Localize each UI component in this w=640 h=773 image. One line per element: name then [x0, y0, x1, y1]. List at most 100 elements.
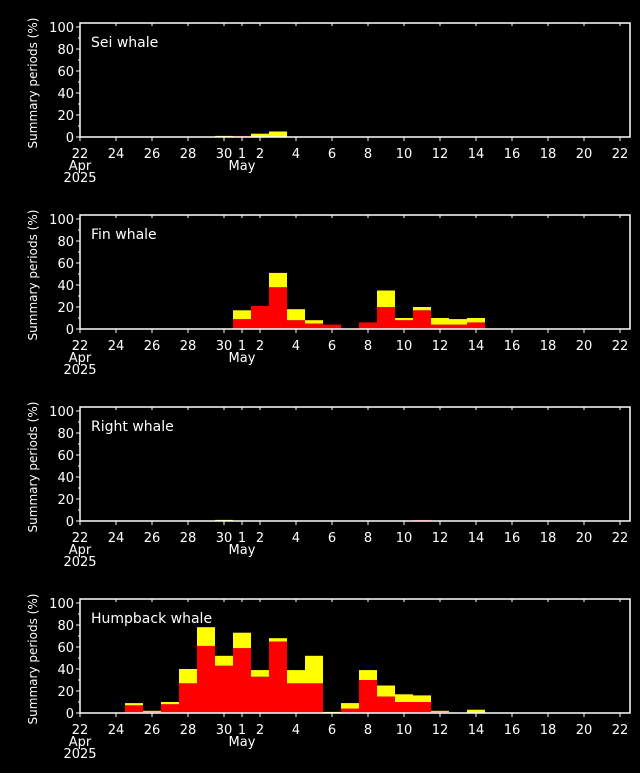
y-tick-label: 60 [57, 449, 74, 464]
x-tick-label: 12 [432, 531, 449, 546]
bar-red [431, 324, 449, 329]
y-tick-label: 80 [57, 235, 74, 250]
x-tick-label: 30 [216, 147, 233, 162]
x-tick-label: 2 [256, 723, 264, 738]
x-tick-label: 14 [468, 723, 485, 738]
y-tick-label: 0 [66, 323, 74, 338]
bar-red [413, 702, 431, 713]
y-tick-label: 40 [57, 663, 74, 678]
panel-title: Sei whale [91, 35, 158, 51]
x-tick-label: 16 [504, 339, 521, 354]
y-tick-label: 0 [66, 515, 74, 530]
x-tick-label: 10 [396, 339, 413, 354]
bar-yellow [341, 703, 359, 709]
y-tick-label: 100 [49, 405, 74, 420]
plot-frame [79, 22, 631, 138]
x-tick-label: 22 [72, 531, 89, 546]
bar-red [251, 305, 269, 329]
bar-yellow [305, 655, 323, 684]
x-tick-label: 22 [72, 339, 89, 354]
plot-frame [79, 214, 631, 330]
x-month-label: May [229, 159, 256, 174]
bar-red [125, 705, 143, 713]
x-tick-label: 20 [576, 339, 593, 354]
y-tick-label: 60 [57, 65, 74, 80]
x-month-label: Apr [69, 543, 92, 558]
x-tick-label: 22 [612, 531, 629, 546]
bar-yellow [431, 710, 449, 712]
x-tick-label: 4 [292, 531, 300, 546]
x-tick-label: 4 [292, 147, 300, 162]
plot-frame [79, 598, 631, 714]
x-month-label: Apr [69, 351, 92, 366]
bar-red [395, 320, 413, 329]
x-tick-label: 6 [328, 531, 336, 546]
x-tick-label: 18 [540, 723, 557, 738]
x-tick-label: 1 [238, 147, 246, 162]
y-tick-label: 80 [57, 43, 74, 58]
y-tick-label: 0 [66, 707, 74, 722]
x-tick-label: 1 [238, 339, 246, 354]
x-tick-label: 6 [328, 723, 336, 738]
bar-yellow [467, 318, 485, 323]
x-tick-label: 26 [144, 147, 161, 162]
x-tick-label: 18 [540, 531, 557, 546]
x-tick-label: 18 [540, 339, 557, 354]
bar-yellow [377, 290, 395, 307]
bar-yellow [143, 710, 161, 712]
y-tick-label: 20 [57, 109, 74, 124]
x-tick-label: 4 [292, 339, 300, 354]
x-year-label: 2025 [63, 171, 96, 186]
bar-yellow [377, 685, 395, 697]
x-year-label: 2025 [63, 363, 96, 378]
y-tick-label: 100 [49, 21, 74, 36]
x-tick-label: 4 [292, 723, 300, 738]
x-month-label: May [229, 351, 256, 366]
y-tick-label: 20 [57, 301, 74, 316]
x-tick-label: 24 [108, 723, 125, 738]
bar-yellow [197, 627, 215, 646]
x-tick-label: 1 [238, 531, 246, 546]
panel-title: Fin whale [91, 227, 157, 243]
x-tick-label: 30 [216, 339, 233, 354]
bar-red [305, 323, 323, 329]
y-axis-label: Summary periods (%) [26, 402, 40, 533]
bar-yellow [125, 703, 143, 706]
panel-title: Humpback whale [91, 611, 212, 627]
x-tick-label: 30 [216, 531, 233, 546]
panel-title: Right whale [91, 419, 174, 435]
bar-yellow [395, 694, 413, 702]
bar-yellow [359, 670, 377, 680]
x-tick-label: 12 [432, 147, 449, 162]
bar-red [413, 310, 431, 329]
y-tick-label: 20 [57, 493, 74, 508]
bar-red [269, 287, 287, 329]
bar-yellow [233, 310, 251, 320]
y-axis-label: Summary periods (%) [26, 18, 40, 149]
x-tick-label: 8 [364, 531, 372, 546]
bar-yellow [395, 318, 413, 321]
x-month-label: May [229, 543, 256, 558]
x-tick-label: 12 [432, 723, 449, 738]
bar-yellow [161, 702, 179, 705]
y-tick-label: 20 [57, 685, 74, 700]
bar-yellow [269, 131, 287, 137]
x-tick-label: 8 [364, 147, 372, 162]
x-tick-label: 16 [504, 531, 521, 546]
bar-yellow [413, 695, 431, 702]
y-tick-label: 40 [57, 471, 74, 486]
bar-red [341, 708, 359, 713]
bar-red [305, 683, 323, 713]
bar-red [359, 322, 377, 329]
bar-yellow [467, 709, 485, 713]
x-tick-label: 30 [216, 723, 233, 738]
x-tick-label: 22 [612, 339, 629, 354]
y-tick-label: 40 [57, 279, 74, 294]
bar-red [161, 704, 179, 713]
bar-yellow [287, 670, 305, 684]
x-tick-label: 22 [72, 147, 89, 162]
y-tick-label: 60 [57, 257, 74, 272]
